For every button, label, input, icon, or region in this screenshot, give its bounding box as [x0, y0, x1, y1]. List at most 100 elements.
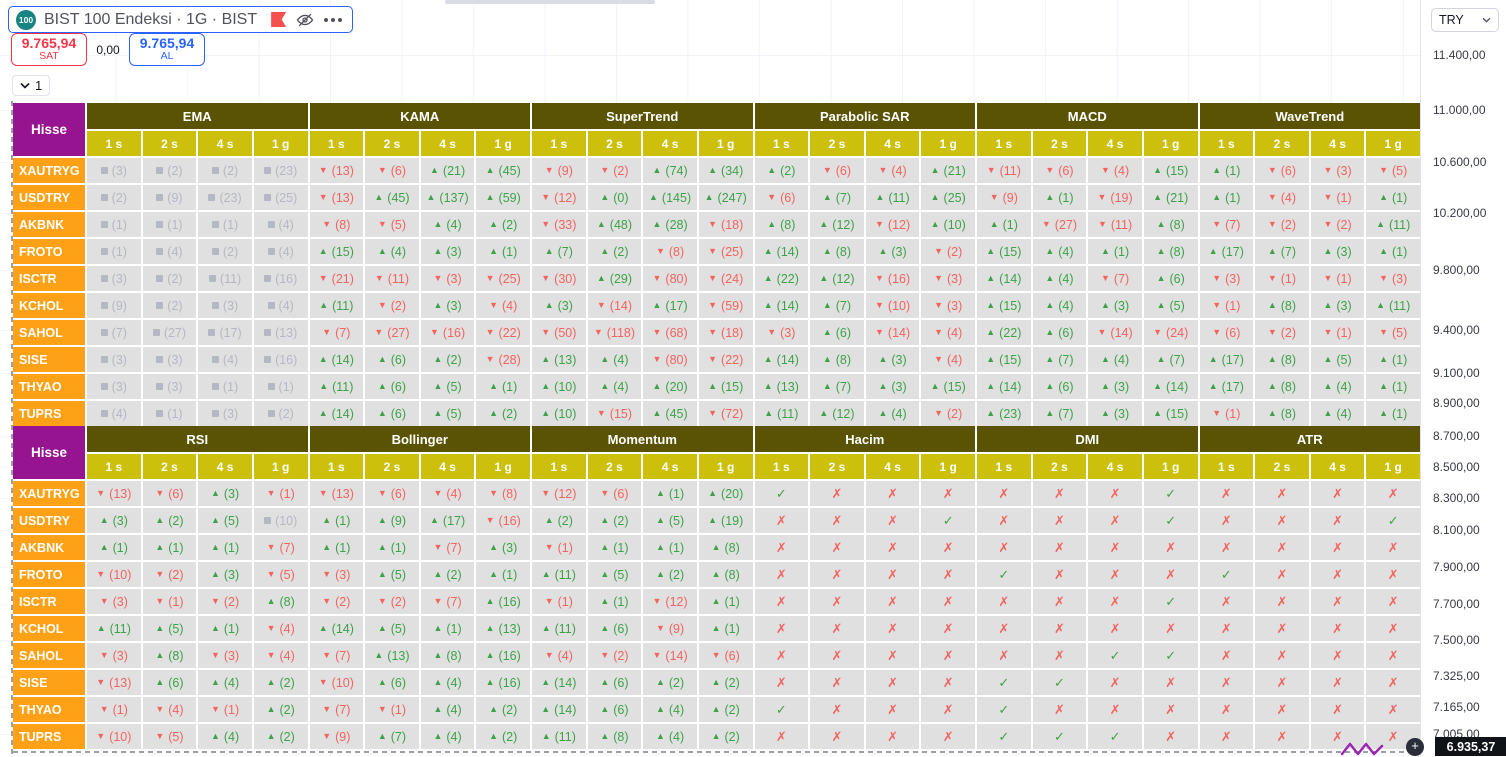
indicator-cell: ✗ [1032, 535, 1087, 560]
cross-icon: ✗ [775, 674, 787, 690]
indicator-cell: ▼ (2) [198, 589, 252, 614]
indicator-cell: ▼ (16) [420, 320, 475, 345]
signal-count: (3) [1113, 379, 1130, 394]
signal-count: (4) [668, 729, 685, 744]
signal-count: (1) [557, 540, 573, 555]
up-triangle-icon: ▲ [210, 515, 220, 525]
signal-count: (12) [554, 190, 577, 205]
up-triangle-icon: ▲ [708, 515, 718, 525]
indicator-cell: ▼ (12) [643, 589, 697, 614]
indicator-cell: ▲ (13) [365, 643, 419, 668]
signal-count: (68) [665, 325, 688, 340]
signal-count: (7) [1169, 352, 1185, 367]
indicator-cell: ▲ (17) [1199, 239, 1254, 264]
selection-dashed-bottom[interactable] [13, 751, 1420, 753]
down-triangle-icon: ▼ [874, 219, 884, 229]
indicator-cell: ✗ [1088, 562, 1142, 587]
signal-count: (3) [112, 513, 128, 528]
indicator-cell: ▲ (28) [643, 212, 697, 237]
indicator-cell: ✓ [1088, 643, 1142, 668]
timeframe-header: 1 s [87, 454, 141, 479]
buy-button[interactable]: 9.765,94 AL [129, 33, 205, 66]
signal-count: (14) [331, 621, 354, 636]
selection-dashed-left[interactable] [11, 101, 13, 754]
indicator-cell: ▼ (2) [365, 293, 419, 318]
purple-squiggle-drawing[interactable] [1340, 742, 1384, 756]
up-triangle-icon: ▲ [541, 704, 551, 714]
indicator-cell: ✗ [1310, 724, 1365, 749]
symbol-legend[interactable]: 100 BIST 100 Endeksi · 1G · BIST [8, 6, 354, 33]
up-triangle-icon: ▲ [600, 623, 610, 633]
indicator-table[interactable]: Hisse EMA KAMA SuperTrend Parabolic SAR MACD W… [13, 103, 1420, 749]
down-triangle-icon: ▼ [1097, 219, 1107, 229]
indicator-cell: ▲ (145) [643, 185, 697, 210]
indicator-cell: (1) [142, 401, 197, 426]
signal-count: (1) [112, 540, 128, 555]
down-triangle-icon: ▼ [1045, 165, 1055, 175]
group-header-ema: EMA [87, 103, 308, 129]
neutral-square-icon [100, 275, 108, 282]
hide-eye-icon[interactable] [294, 9, 316, 31]
cross-icon: ✗ [1220, 512, 1232, 528]
interval-selector[interactable]: 1 [12, 75, 51, 96]
signal-count: (14) [999, 379, 1022, 394]
signal-count: (25) [721, 244, 744, 259]
down-triangle-icon: ▼ [874, 300, 884, 310]
more-options-icon[interactable] [324, 17, 343, 22]
up-triangle-icon: ▲ [541, 354, 551, 364]
sell-button[interactable]: 9.765,94 SAT [11, 33, 87, 66]
signal-count: (14) [609, 298, 633, 313]
indicator-cell: ▲ (1) [587, 589, 642, 614]
up-triangle-icon: ▲ [433, 677, 443, 687]
add-alert-plus-icon[interactable]: + [1406, 738, 1424, 756]
signal-count: (22) [721, 352, 744, 367]
signal-count: (1) [1392, 406, 1408, 421]
signal-count: (3) [111, 379, 127, 394]
down-triangle-icon: ▼ [322, 704, 332, 714]
cross-icon: ✗ [998, 620, 1010, 636]
up-triangle-icon: ▲ [489, 381, 498, 391]
cross-icon: ✗ [1053, 539, 1065, 555]
price-axis[interactable]: TRY 11.400,00 11.000,00 10.600,00 10.200,00… [1406, 0, 1506, 757]
timeframe-header: 1 g [253, 454, 308, 479]
indicator-cell: ▲ (12) [810, 212, 864, 237]
indicator-cell: ✗ [1088, 535, 1142, 560]
down-triangle-icon: ▼ [1323, 219, 1333, 229]
indicator-cell: (3) [142, 347, 197, 372]
buy-price: 9.765,94 [139, 35, 195, 52]
signal-count: (11) [554, 621, 576, 636]
flag-icon[interactable] [271, 12, 287, 27]
indicator-cell: ▼ (118) [587, 320, 642, 345]
signal-count: (3) [557, 298, 573, 313]
signal-count: (21) [943, 163, 966, 178]
signal-count: (8) [613, 729, 629, 744]
up-triangle-icon: ▲ [1267, 354, 1277, 364]
indicator-cell: ✗ [1255, 670, 1309, 695]
cross-icon: ✗ [831, 485, 843, 501]
indicator-cell: ▲ (1) [1366, 239, 1420, 264]
down-triangle-icon: ▼ [708, 246, 718, 256]
currency-selector[interactable]: TRY [1431, 8, 1499, 32]
signal-count: (4) [668, 702, 685, 717]
indicator-cell: ▼ (9) [977, 185, 1031, 210]
indicator-cell: ✗ [1255, 508, 1309, 533]
up-triangle-icon: ▲ [489, 731, 498, 741]
down-triangle-icon: ▼ [155, 596, 165, 606]
horizontal-scrollbar-thumb[interactable] [445, 0, 655, 4]
signal-count: (6) [1280, 163, 1297, 178]
signal-count: (9) [668, 621, 685, 636]
signal-count: (6) [1058, 379, 1074, 394]
signal-count: (7) [446, 594, 462, 609]
up-triangle-icon: ▲ [377, 381, 387, 391]
signal-count: (14) [887, 325, 911, 340]
down-triangle-icon: ▼ [377, 300, 387, 310]
indicator-cell: ▲ (2) [587, 508, 642, 533]
indicator-cell: ▲ (8) [1255, 293, 1309, 318]
indicator-cell: ✓ [1143, 508, 1198, 533]
signal-count: (3) [112, 594, 128, 609]
indicator-cell: ✗ [1255, 589, 1309, 614]
indicator-cell: ✓ [1143, 481, 1198, 506]
cross-icon: ✗ [831, 620, 843, 636]
indicator-cell: ▲ (2) [698, 724, 753, 749]
up-triangle-icon: ▲ [1156, 273, 1166, 283]
